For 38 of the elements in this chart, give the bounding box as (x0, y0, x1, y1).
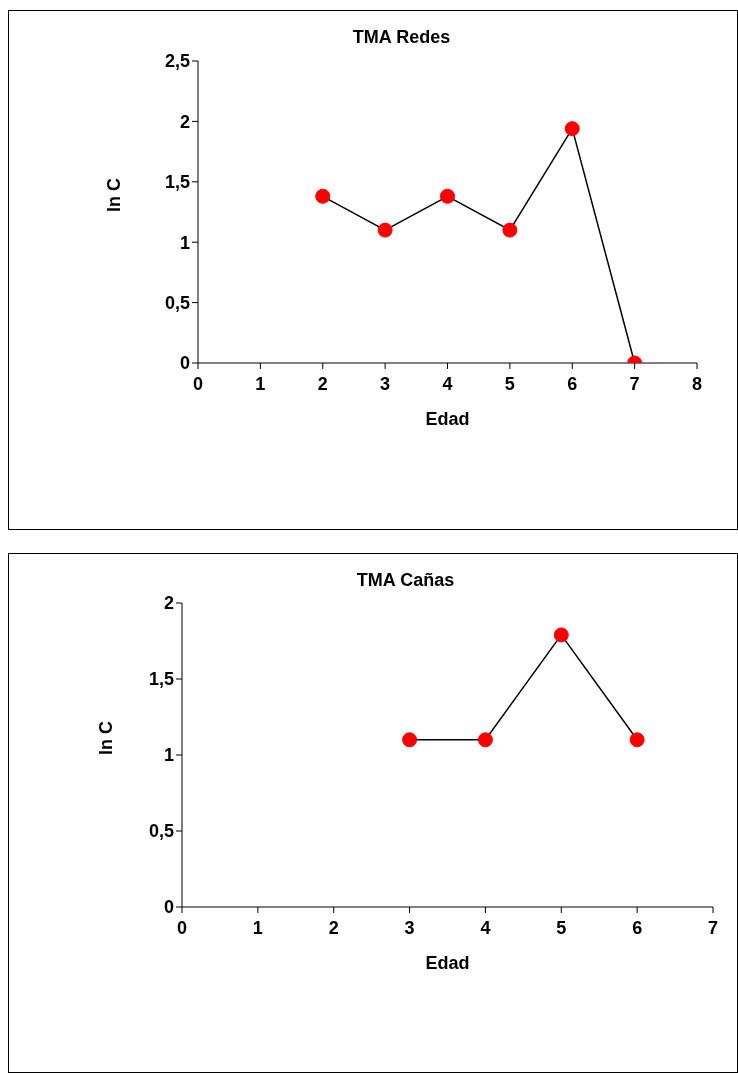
y-tick-label: 2 (163, 593, 174, 614)
x-tick-label: 7 (629, 373, 640, 394)
x-tick-label: 5 (556, 917, 567, 938)
x-tick-label: 8 (691, 373, 703, 394)
y-axis-title: ln C (96, 721, 117, 755)
x-tick-label: 2 (328, 917, 339, 938)
point (564, 121, 580, 137)
x-tick-label: 6 (567, 373, 578, 394)
x-tick-label: 3 (380, 373, 391, 394)
x-tick-label: 1 (255, 373, 266, 394)
y-tick-label: 1,5 (148, 669, 174, 690)
point (502, 222, 518, 238)
x-tick-label: 2 (317, 373, 328, 394)
x-tick-label: 1 (252, 917, 263, 938)
x-tick-label: 7 (707, 917, 719, 938)
x-tick-label: 3 (404, 917, 415, 938)
x-tick-label: 0 (192, 373, 204, 394)
x-tick-label: 6 (632, 917, 643, 938)
x-tick-label: 4 (442, 373, 453, 394)
y-tick-label: 1 (179, 232, 190, 253)
point (440, 188, 455, 204)
x-tick-label: 4 (480, 917, 491, 938)
chart-title: TMA Redes (351, 27, 452, 48)
y-axis-title: ln C (104, 178, 125, 212)
y-tick-label: 1 (163, 745, 174, 766)
chart-title: TMA Cañas (355, 570, 456, 591)
y-tick-label: 1,5 (164, 172, 190, 193)
point (377, 222, 393, 238)
y-tick-label: 0 (179, 353, 190, 374)
y-tick-label: 0,5 (148, 821, 174, 842)
y-tick-label: 0,5 (164, 292, 190, 313)
x-tick-label: 5 (504, 373, 515, 394)
x-axis-title: Edad (425, 409, 470, 429)
y-tick-label: 2,5 (164, 51, 190, 72)
x-axis-title: Edad (425, 953, 470, 973)
point (315, 188, 331, 204)
y-tick-label: 0 (163, 897, 174, 918)
y-tick-label: 2 (179, 111, 190, 132)
